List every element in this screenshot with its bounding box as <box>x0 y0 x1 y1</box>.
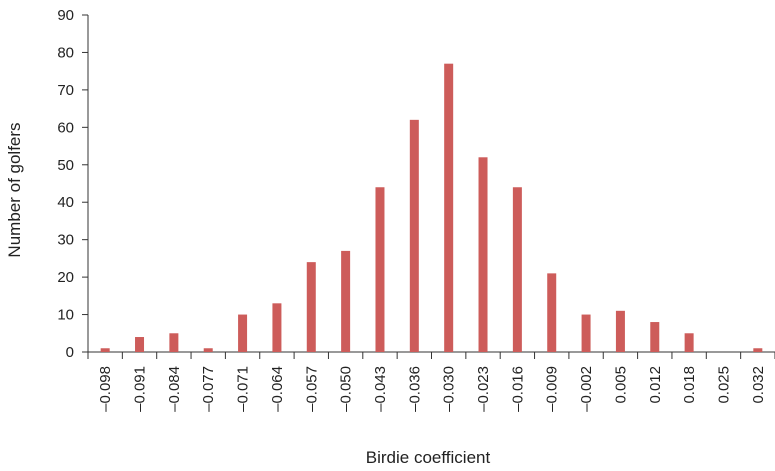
y-tick-label: 0 <box>66 344 74 361</box>
bar <box>753 348 763 352</box>
x-tick-label: 0.005 <box>612 366 629 404</box>
x-tick-label: –0.098 <box>97 366 114 412</box>
x-axis-title: Birdie coefficient <box>366 448 491 467</box>
x-tick-label: –0.064 <box>269 366 286 412</box>
bar <box>684 333 694 352</box>
x-tick-label: –0.016 <box>509 366 526 412</box>
bar <box>306 262 316 352</box>
bar <box>547 273 557 352</box>
x-tick-label: –0.030 <box>441 366 458 412</box>
y-tick-label: 80 <box>57 44 74 61</box>
x-tick-label: 0.032 <box>750 366 767 404</box>
x-tick-label: –0.091 <box>132 366 149 412</box>
bar <box>135 337 145 352</box>
bar <box>238 314 248 352</box>
bar <box>409 119 419 352</box>
bar <box>615 310 625 352</box>
y-tick-label: 30 <box>57 232 74 249</box>
y-tick-label: 90 <box>57 7 74 24</box>
x-tick-label: –0.023 <box>475 366 492 412</box>
x-axis: –0.098 –0.091 –0.084 –0.077 –0.071 –0.064 –0.0… <box>87 351 775 412</box>
y-tick-label: 50 <box>57 157 74 174</box>
x-tick-label: –0.036 <box>406 366 423 412</box>
bar <box>581 314 591 352</box>
y-tick-label: 40 <box>57 194 74 211</box>
x-tick-label: –0.043 <box>372 366 389 412</box>
x-tick-label: 0.012 <box>647 366 664 404</box>
bar <box>478 157 488 352</box>
y-tick-label: 10 <box>57 307 74 324</box>
y-axis: 0 10 20 30 40 50 60 70 80 90 <box>57 7 89 361</box>
bar <box>169 333 179 352</box>
x-tick-label: –0.057 <box>303 366 320 412</box>
x-tick-label: 0.018 <box>681 366 698 404</box>
x-tick-label: –0.002 <box>578 366 595 412</box>
bars <box>100 63 763 353</box>
bar <box>203 348 213 352</box>
bar <box>375 187 385 352</box>
bar <box>650 322 660 352</box>
bar <box>444 63 454 353</box>
x-tick-label: –0.009 <box>544 366 561 412</box>
x-tick-label: –0.084 <box>166 366 183 412</box>
x-tick-label: –0.050 <box>338 366 355 412</box>
bar <box>100 348 110 352</box>
bar <box>341 250 351 352</box>
x-tick-label: –0.071 <box>235 366 252 412</box>
y-tick-label: 20 <box>57 269 74 286</box>
bar <box>512 187 522 352</box>
x-tick-label: 0.025 <box>715 366 732 404</box>
bar <box>272 303 282 352</box>
y-tick-label: 60 <box>57 119 74 136</box>
y-axis-title: Number of golfers <box>5 122 24 257</box>
x-tick-label: –0.077 <box>200 366 217 412</box>
y-tick-label: 70 <box>57 82 74 99</box>
